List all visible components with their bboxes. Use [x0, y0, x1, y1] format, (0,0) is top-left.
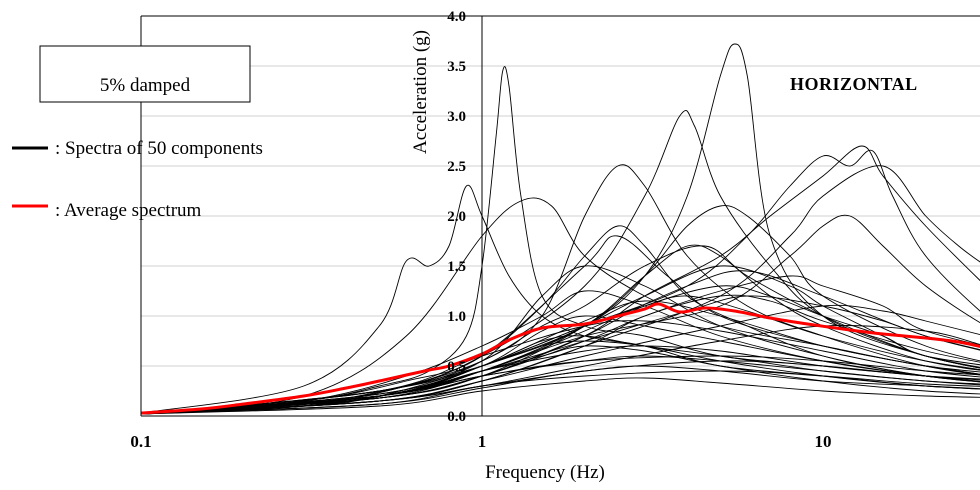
y-tick-label-2: 1.0 — [447, 309, 466, 325]
component-spectrum-line-4 — [140, 197, 980, 415]
y-tick-label-6: 3.0 — [447, 109, 466, 125]
x-tick-labels: 0.1 1 10 — [130, 432, 831, 451]
component-spectrum-line-31 — [140, 377, 980, 415]
y-tick-label-3: 1.5 — [447, 259, 466, 275]
x-tick-label-0: 0.1 — [130, 432, 151, 451]
component-spectrum-line-21 — [140, 225, 980, 415]
component-spectrum-line-8 — [140, 164, 980, 415]
component-spectrum-line-35 — [140, 295, 980, 415]
gridlines — [141, 15, 980, 367]
component-spectrum-line-38 — [140, 294, 980, 415]
y-tick-label-4: 2.0 — [447, 209, 466, 225]
y-tick-label-0: 0.0 — [447, 409, 466, 425]
component-spectrum-line-14 — [140, 165, 980, 415]
y-tick-label-7: 3.5 — [447, 59, 466, 75]
x-tick-label-1: 1 — [478, 432, 487, 451]
average-spectrum-line — [140, 302, 980, 415]
average-layer — [140, 302, 980, 415]
y-tick-label-5: 2.5 — [447, 159, 466, 175]
legend-label-spectra: : Spectra of 50 components — [55, 138, 263, 159]
component-spectrum-line-32 — [140, 270, 980, 415]
legend-label-average: : Average spectrum — [55, 200, 202, 221]
damping-note-box — [39, 45, 251, 103]
x-tick-label-2: 10 — [815, 432, 832, 451]
component-spectrum-line-33 — [140, 290, 980, 415]
series-layer — [140, 43, 980, 415]
x-axis-label: Frequency (Hz) — [485, 462, 605, 483]
component-spectrum-line-17 — [140, 245, 980, 415]
y-tick-label-8: 4.0 — [447, 9, 466, 25]
component-spectrum-line-2 — [140, 43, 980, 415]
component-spectrum-line-3 — [140, 184, 980, 414]
component-spectrum-line-39 — [140, 360, 980, 415]
damping-note: 5% damped — [100, 75, 191, 96]
chart-title: HORIZONTAL — [790, 74, 918, 94]
y-tick-label-1: 0.5 — [447, 359, 466, 375]
y-axis-label: Acceleration (g) — [410, 30, 431, 154]
y-tick-labels: 0.0 0.5 1.0 1.5 2.0 2.5 3.0 3.5 4.0 — [447, 9, 466, 425]
component-spectrum-line-37 — [140, 320, 980, 415]
